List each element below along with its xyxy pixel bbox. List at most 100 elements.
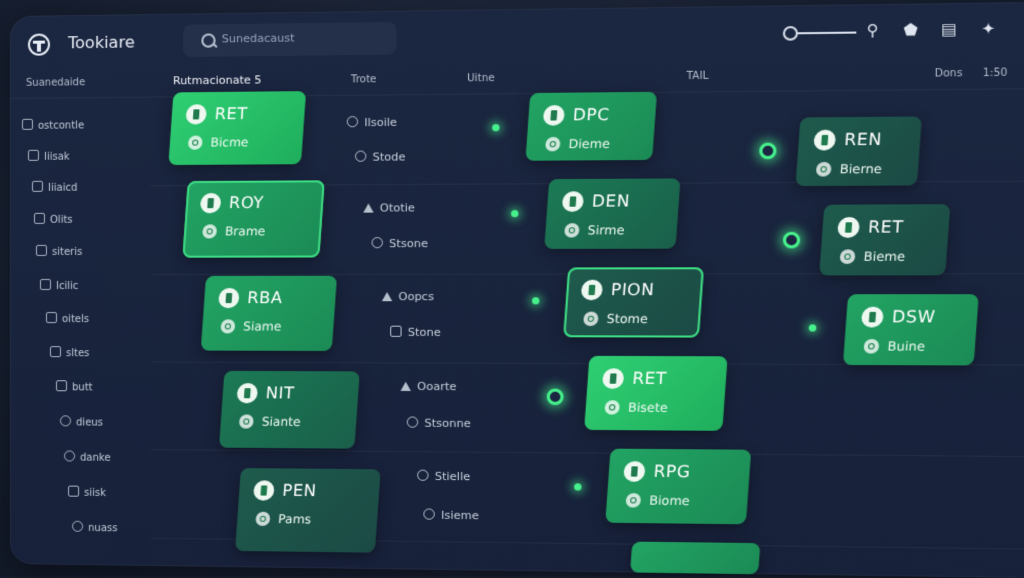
lock-icon (861, 307, 884, 328)
task-card[interactable]: NIT Siante (219, 371, 360, 449)
task-card[interactable]: PION Stome (563, 267, 704, 337)
task-card[interactable]: REN Bierne (796, 116, 922, 186)
sidebar-item[interactable]: Olits (34, 213, 73, 226)
list-item[interactable]: Stielle (417, 470, 470, 484)
card-code: NIT (265, 383, 295, 402)
task-card[interactable]: PEN Pams (235, 468, 381, 553)
status-icon (564, 223, 580, 237)
status-dot (783, 232, 800, 249)
circle-icon (423, 508, 434, 519)
card-code: RET (214, 104, 248, 124)
sidebar-item[interactable]: siteris (36, 245, 82, 258)
lock-icon (562, 191, 585, 212)
status-icon (188, 136, 203, 150)
card-code: RET (867, 217, 904, 237)
sidebar-item[interactable]: ostcontle (22, 118, 84, 132)
sidebar-header: Suanedaide (26, 77, 85, 89)
list-item[interactable]: Stsonne (407, 416, 471, 430)
task-card[interactable]: ROY Brame (182, 180, 324, 257)
list-item[interactable]: Ooarte (401, 380, 457, 394)
card-status: Dieme (568, 137, 610, 152)
column-header-3[interactable]: Uitne (467, 73, 495, 85)
circle-icon (417, 470, 428, 481)
task-card[interactable]: RET Bicme (168, 91, 306, 165)
sidebar-item[interactable]: Iiiaicd (32, 181, 77, 194)
sidebar-item[interactable]: siisk (68, 486, 106, 499)
sidebar-item[interactable]: dieus (60, 415, 103, 428)
list-item[interactable]: Stsone (372, 237, 429, 250)
task-card[interactable]: RET Bisete (584, 356, 728, 431)
sidebar-item[interactable]: danke (64, 450, 111, 463)
bookmark-icon[interactable]: ⬟ (901, 20, 921, 39)
column-header-5[interactable]: Dons (935, 68, 963, 80)
sidebar-item[interactable]: Iiisak (28, 150, 70, 163)
list-item[interactable]: Ilsoile (347, 116, 397, 130)
lock-icon (543, 105, 566, 126)
circle-icon (72, 521, 83, 532)
zoom-slider-track[interactable] (789, 32, 856, 35)
column-header-6[interactable]: 1:50 (983, 67, 1008, 79)
status-dot (574, 483, 581, 490)
main-column-header[interactable]: Rutmacionate 5 (173, 73, 262, 87)
task-card[interactable]: DEN Sirme (544, 178, 680, 249)
list-item[interactable]: Ototie (363, 201, 415, 214)
task-card[interactable]: RPG Biome (605, 449, 751, 525)
circle-icon (372, 237, 383, 248)
document-icon[interactable]: ▤ (939, 20, 959, 39)
location-pin-icon[interactable]: ⚲ (863, 21, 883, 40)
column-header-2[interactable]: Trote (351, 74, 377, 85)
card-status: Brame (224, 224, 265, 238)
zoom-slider-handle[interactable] (783, 26, 798, 41)
task-card[interactable]: DPC Dieme (525, 92, 657, 161)
lock-icon (813, 130, 836, 151)
lock-icon (200, 193, 222, 213)
puzzle-icon[interactable]: ✦ (978, 19, 998, 38)
logo-icon (28, 33, 50, 55)
column-header-4[interactable]: TAIL (687, 71, 709, 83)
card-status: Buine (887, 339, 925, 354)
status-icon (583, 312, 599, 326)
square-icon (390, 326, 401, 337)
card-status: Bieme (863, 249, 905, 264)
sidebar-item[interactable]: Icilic (40, 279, 78, 292)
sidebar-item[interactable]: butt (56, 380, 93, 393)
card-status: Siante (261, 415, 301, 429)
list-item[interactable]: Stone (390, 326, 441, 339)
list-item[interactable]: Isieme (423, 508, 479, 522)
lock-icon (623, 461, 646, 482)
card-code: DPC (572, 105, 610, 125)
card-status: Siame (243, 319, 282, 333)
status-dot (492, 124, 499, 131)
triangle-icon (382, 292, 392, 301)
status-icon (839, 249, 855, 264)
card-code: REN (843, 129, 882, 149)
card-code: RET (632, 368, 668, 388)
status-icon (545, 137, 561, 151)
task-card[interactable]: RBA Siame (201, 276, 337, 351)
header-divider (10, 88, 1024, 99)
search-input[interactable]: Sunedacaust (183, 22, 396, 57)
status-icon (625, 493, 641, 508)
app-title: Tookiare (68, 32, 135, 52)
sidebar-item[interactable]: nuass (72, 521, 118, 535)
task-card[interactable] (630, 542, 760, 575)
sidebar-item[interactable]: sltes (50, 346, 89, 359)
lock-icon (837, 217, 860, 238)
card-status: Bicme (210, 135, 249, 149)
lock-icon (218, 288, 240, 308)
status-dot (532, 297, 539, 304)
task-card[interactable]: DSW Buine (843, 294, 979, 365)
list-item[interactable]: Oopcs (382, 290, 434, 303)
lock-icon (253, 480, 275, 500)
card-code: PEN (282, 481, 317, 501)
header: Tookiare Sunedacaust ⚲ ⬟ ▤ ✦ (10, 2, 1024, 74)
status-icon (863, 339, 879, 354)
list-item[interactable]: Stode (355, 150, 405, 164)
folder-icon (50, 346, 61, 357)
sidebar-item[interactable]: oitels (46, 312, 89, 325)
lock-icon (602, 368, 625, 389)
card-code: DEN (591, 191, 630, 211)
task-card[interactable]: RET Bieme (819, 204, 950, 275)
row-divider (151, 449, 1024, 457)
card-code: RPG (653, 461, 691, 481)
